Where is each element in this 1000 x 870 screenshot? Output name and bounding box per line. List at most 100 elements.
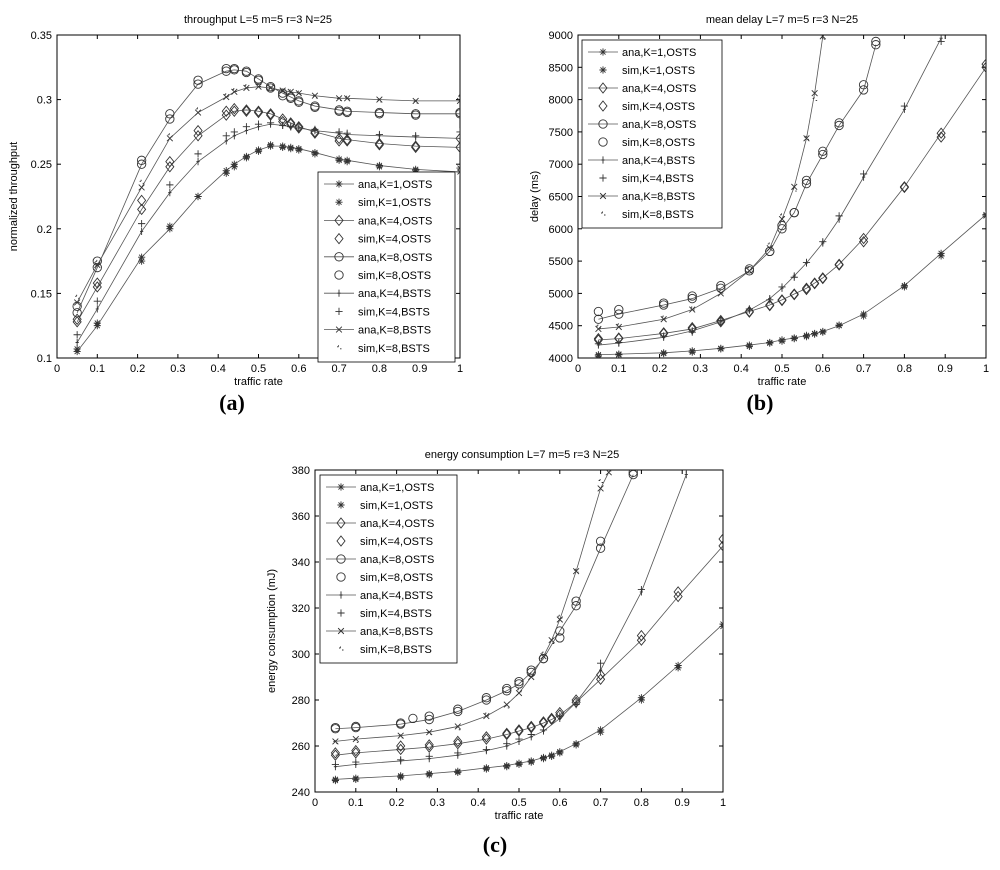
chart-title: throughput L=5 m=5 r=3 N=25 [184,14,332,26]
data-point [138,184,145,191]
data-point [335,128,343,136]
data-point [222,169,230,177]
data-point [615,338,623,347]
data-point [72,316,82,328]
data-point [93,319,101,327]
data-point [745,342,753,350]
data-point [596,673,606,686]
data-point [73,331,81,339]
x-tick-label: 1 [983,363,989,375]
data-point [455,107,460,118]
y-tick-label: 4000 [549,353,573,365]
y-tick-label: 280 [292,695,310,707]
legend-marker [335,307,343,315]
data-point [408,713,418,724]
data-point [556,749,564,757]
data-point [331,776,339,785]
data-point [458,94,460,97]
y-tick-label: 8000 [549,95,573,107]
legend: ana,K=1,OSTS sim,K=1,OSTS ana,K=4,OSTS sim,… [319,474,458,664]
data-point [744,306,754,318]
data-point [73,299,81,306]
data-point [594,340,602,348]
x-tick-label: 0.5 [774,363,789,375]
legend-marker [336,554,346,564]
data-point [296,90,302,95]
x-tick-label: 0.4 [211,363,226,375]
panel-label: (b) [747,390,774,415]
data-point [456,128,460,136]
data-point [268,86,274,91]
data-point [811,330,819,338]
legend-entry: ana,K=4,BSTS [622,155,695,167]
legend-marker [599,48,607,56]
data-point [295,124,303,132]
data-point [871,36,881,47]
data-point [690,306,695,311]
data-point [628,470,638,480]
legend-entry: sim,K=4,BSTS [360,608,432,620]
data-point [375,130,383,139]
data-point [818,149,828,160]
legend-entry: ana,K=1,OSTS [622,47,696,59]
chart-a: 0 0.1 0.2 0.3 0.4 0.5 0.6 0.7 0.8 0.9 10.10.150.20… [8,14,463,415]
data-point [287,123,295,131]
data-point [673,586,683,598]
data-point [517,688,522,693]
data-point [168,189,172,197]
data-point [859,235,869,248]
data-point [860,170,868,178]
data-point [294,121,304,133]
data-point [95,305,99,313]
data-point [835,321,843,329]
data-point [138,220,146,228]
data-point [688,328,696,336]
data-point [295,89,302,97]
legend-marker [337,501,345,509]
data-point [412,167,420,175]
data-point [331,760,339,768]
data-point [194,192,202,201]
data-point [75,294,80,299]
data-point [287,88,294,96]
data-point [803,135,810,142]
y-tick-label: 4500 [549,321,573,333]
data-point [791,183,798,191]
data-point [345,95,350,100]
data-point [139,179,145,184]
legend-entry: ana,K=8,BSTS [358,325,431,337]
data-point [790,335,798,343]
data-point [571,601,581,611]
data-point [481,695,492,705]
x-tick-label: 0.5 [251,363,266,375]
data-point [165,155,175,168]
data-point [539,726,548,734]
y-tick-label: 0.15 [31,288,52,300]
data-point [310,102,320,113]
data-point [859,232,869,245]
data-point [981,58,986,70]
data-point [674,664,682,672]
data-point [165,161,175,173]
legend-marker [334,252,344,262]
series-line [598,67,986,341]
data-point [614,309,624,319]
data-point [502,683,512,694]
y-tick-label: 9000 [549,30,573,42]
data-point [790,273,798,281]
data-point [482,745,490,754]
data-point [343,95,351,102]
data-point [503,740,511,748]
x-tick-label: 0.9 [938,363,953,375]
data-point [637,696,645,704]
x-tick-label: 0.5 [511,797,526,809]
legend-entry: ana,K=8,BSTS [622,191,695,203]
data-point [597,485,604,492]
data-point [397,773,405,781]
y-tick-label: 340 [292,557,310,569]
data-point [835,212,843,220]
data-point [453,706,463,717]
data-point [593,314,604,324]
data-point [982,212,986,220]
data-point [596,324,601,329]
